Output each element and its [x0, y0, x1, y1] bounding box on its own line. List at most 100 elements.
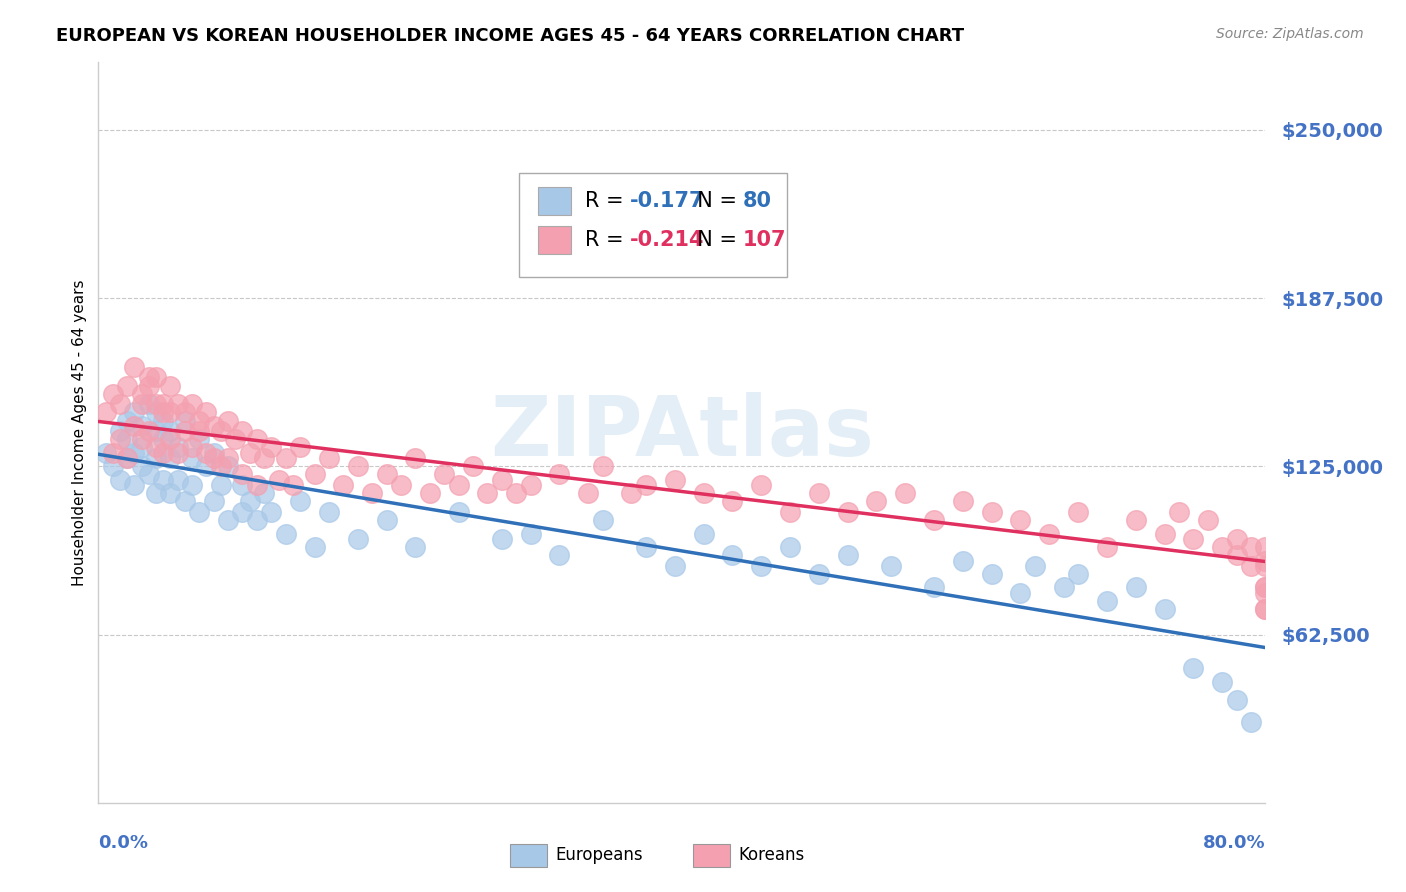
- Point: [419, 486, 441, 500]
- Point: [1226, 548, 1249, 562]
- Point: [1153, 526, 1175, 541]
- Point: [260, 441, 283, 455]
- Point: [138, 378, 160, 392]
- Point: [131, 441, 153, 455]
- Point: [108, 433, 131, 447]
- Point: [181, 478, 204, 492]
- Point: [231, 467, 253, 482]
- Point: [281, 478, 304, 492]
- Point: [477, 486, 499, 500]
- Point: [202, 418, 225, 433]
- Point: [952, 494, 974, 508]
- Text: N =: N =: [685, 230, 744, 250]
- Point: [101, 446, 124, 460]
- Point: [447, 478, 470, 492]
- Point: [94, 446, 117, 460]
- Point: [115, 378, 138, 392]
- Text: Source: ZipAtlas.com: Source: ZipAtlas.com: [1216, 27, 1364, 41]
- Point: [692, 486, 714, 500]
- Point: [253, 451, 276, 466]
- Point: [1182, 661, 1205, 675]
- Point: [1010, 586, 1032, 600]
- Point: [1168, 505, 1191, 519]
- Point: [159, 378, 181, 392]
- Point: [253, 486, 276, 500]
- Point: [620, 486, 643, 500]
- FancyBboxPatch shape: [519, 173, 787, 277]
- Point: [101, 459, 124, 474]
- Point: [101, 386, 124, 401]
- Point: [1254, 586, 1277, 600]
- Point: [519, 526, 541, 541]
- Point: [592, 513, 614, 527]
- Point: [664, 473, 686, 487]
- Point: [166, 397, 188, 411]
- Point: [131, 386, 153, 401]
- Point: [138, 370, 160, 384]
- Point: [108, 424, 131, 438]
- Point: [152, 473, 174, 487]
- Point: [404, 540, 426, 554]
- Point: [692, 526, 714, 541]
- Point: [548, 467, 571, 482]
- Point: [1067, 566, 1090, 581]
- Point: [231, 424, 253, 438]
- Point: [1024, 558, 1046, 573]
- Point: [195, 446, 218, 460]
- Point: [166, 473, 188, 487]
- Point: [159, 433, 181, 447]
- Point: [173, 405, 195, 419]
- Text: 107: 107: [742, 230, 786, 250]
- Point: [115, 413, 138, 427]
- Text: ZIPAtlas: ZIPAtlas: [489, 392, 875, 473]
- Point: [894, 486, 917, 500]
- Point: [1226, 693, 1249, 707]
- Point: [181, 441, 204, 455]
- Text: EUROPEAN VS KOREAN HOUSEHOLDER INCOME AGES 45 - 64 YEARS CORRELATION CHART: EUROPEAN VS KOREAN HOUSEHOLDER INCOME AG…: [56, 27, 965, 45]
- Point: [145, 451, 167, 466]
- Point: [145, 441, 167, 455]
- Point: [195, 459, 218, 474]
- Point: [217, 459, 239, 474]
- Point: [173, 424, 195, 438]
- Point: [1125, 581, 1147, 595]
- Point: [491, 532, 513, 546]
- Point: [274, 526, 297, 541]
- Text: R =: R =: [585, 191, 630, 211]
- Point: [749, 558, 772, 573]
- Point: [145, 397, 167, 411]
- Point: [1226, 532, 1249, 546]
- Text: Koreans: Koreans: [738, 847, 804, 864]
- Text: 0.0%: 0.0%: [98, 834, 149, 852]
- Point: [779, 540, 801, 554]
- Point: [1053, 581, 1076, 595]
- Point: [1254, 602, 1277, 616]
- Point: [131, 459, 153, 474]
- Point: [1254, 558, 1277, 573]
- Point: [404, 451, 426, 466]
- Point: [152, 446, 174, 460]
- Bar: [538, 226, 571, 254]
- Point: [1182, 532, 1205, 546]
- Point: [124, 405, 146, 419]
- Point: [246, 433, 269, 447]
- Point: [267, 473, 290, 487]
- Text: -0.177: -0.177: [630, 191, 704, 211]
- Point: [131, 418, 153, 433]
- Text: 80.0%: 80.0%: [1202, 834, 1265, 852]
- Point: [124, 418, 146, 433]
- Point: [1240, 714, 1263, 729]
- Point: [209, 459, 232, 474]
- Point: [634, 478, 657, 492]
- Point: [318, 505, 340, 519]
- Point: [1240, 558, 1263, 573]
- Point: [166, 441, 188, 455]
- Point: [346, 532, 368, 546]
- Point: [375, 467, 398, 482]
- Point: [209, 424, 232, 438]
- Point: [159, 486, 181, 500]
- Point: [202, 494, 225, 508]
- Point: [131, 397, 153, 411]
- Point: [173, 494, 195, 508]
- Point: [181, 397, 204, 411]
